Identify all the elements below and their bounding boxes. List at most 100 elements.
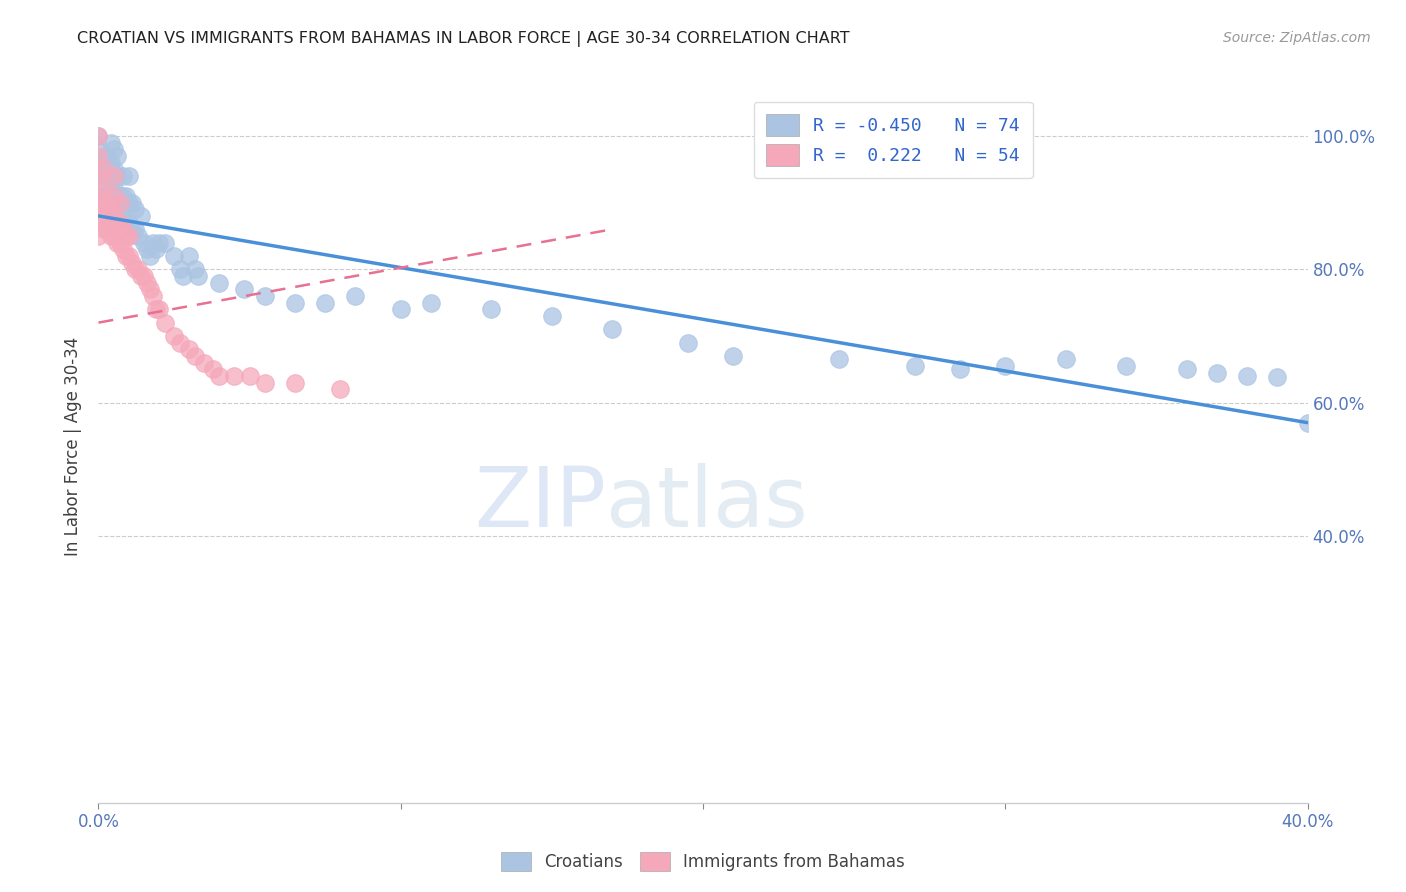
Point xyxy=(103,202,125,217)
Point xyxy=(100,136,122,150)
Point xyxy=(111,242,134,256)
Point xyxy=(163,249,186,263)
Point xyxy=(100,155,122,169)
Point xyxy=(676,335,699,350)
Point xyxy=(129,209,152,223)
Point xyxy=(114,228,136,243)
Point xyxy=(132,235,155,250)
Point xyxy=(105,216,128,230)
Point xyxy=(111,209,134,223)
Point xyxy=(172,268,194,283)
Text: ZIP: ZIP xyxy=(474,463,606,543)
Point xyxy=(103,228,125,243)
Point xyxy=(1267,370,1289,384)
Point xyxy=(118,249,141,263)
Point xyxy=(208,368,231,383)
Point xyxy=(118,216,141,230)
Point xyxy=(100,176,122,190)
Point xyxy=(148,302,170,317)
Point xyxy=(145,302,167,317)
Point xyxy=(187,268,209,283)
Point xyxy=(232,282,254,296)
Point xyxy=(103,142,125,156)
Point xyxy=(193,356,215,370)
Point xyxy=(828,352,851,367)
Point xyxy=(96,169,118,183)
Point xyxy=(142,235,165,250)
Point xyxy=(108,195,131,210)
Text: atlas: atlas xyxy=(606,463,808,543)
Point xyxy=(723,349,745,363)
Point xyxy=(114,216,136,230)
Point xyxy=(111,189,134,203)
Text: Source: ZipAtlas.com: Source: ZipAtlas.com xyxy=(1223,31,1371,45)
Point xyxy=(129,268,152,283)
Point xyxy=(153,316,176,330)
Point xyxy=(949,362,972,376)
Point xyxy=(124,222,146,236)
Point xyxy=(96,149,118,163)
Point xyxy=(904,359,927,373)
Point xyxy=(121,222,143,236)
Point xyxy=(139,282,162,296)
Point xyxy=(105,149,128,163)
Point xyxy=(124,262,146,277)
Point xyxy=(93,162,115,177)
Legend: Croatians, Immigrants from Bahamas: Croatians, Immigrants from Bahamas xyxy=(492,843,914,880)
Point xyxy=(284,376,307,390)
Point xyxy=(224,368,246,383)
Point xyxy=(103,162,125,177)
Point xyxy=(118,228,141,243)
Point xyxy=(87,189,110,203)
Point xyxy=(103,209,125,223)
Point xyxy=(132,268,155,283)
Point xyxy=(100,195,122,210)
Point xyxy=(389,302,412,317)
Point xyxy=(87,165,110,179)
Point xyxy=(169,335,191,350)
Point xyxy=(105,169,128,183)
Point xyxy=(1175,362,1198,376)
Point xyxy=(93,202,115,217)
Point xyxy=(103,182,125,196)
Point xyxy=(179,343,201,357)
Point xyxy=(87,139,110,153)
Text: CROATIAN VS IMMIGRANTS FROM BAHAMAS IN LABOR FORCE | AGE 30-34 CORRELATION CHART: CROATIAN VS IMMIGRANTS FROM BAHAMAS IN L… xyxy=(77,31,851,47)
Y-axis label: In Labor Force | Age 30-34: In Labor Force | Age 30-34 xyxy=(65,336,83,556)
Point xyxy=(114,189,136,203)
Point xyxy=(87,128,110,143)
Point xyxy=(114,249,136,263)
Point xyxy=(118,195,141,210)
Point xyxy=(124,202,146,217)
Point xyxy=(87,149,110,163)
Point xyxy=(184,262,207,277)
Point xyxy=(602,322,624,336)
Point xyxy=(118,169,141,183)
Point xyxy=(90,216,112,230)
Point xyxy=(329,382,352,396)
Point xyxy=(127,262,149,277)
Point xyxy=(108,209,131,223)
Point xyxy=(540,309,562,323)
Point xyxy=(1115,359,1137,373)
Point xyxy=(87,169,110,183)
Point xyxy=(179,249,201,263)
Point xyxy=(284,295,307,310)
Point xyxy=(96,189,118,203)
Point xyxy=(100,202,122,217)
Point xyxy=(184,349,207,363)
Point xyxy=(1054,352,1077,367)
Point xyxy=(105,189,128,203)
Legend: R = -0.450   N = 74, R =  0.222   N = 54: R = -0.450 N = 74, R = 0.222 N = 54 xyxy=(754,102,1032,178)
Point xyxy=(108,189,131,203)
Point xyxy=(139,249,162,263)
Point xyxy=(135,276,157,290)
Point xyxy=(105,235,128,250)
Point xyxy=(239,368,262,383)
Point xyxy=(87,209,110,223)
Point xyxy=(1206,366,1229,380)
Point xyxy=(142,289,165,303)
Point xyxy=(103,189,125,203)
Point xyxy=(100,228,122,243)
Point xyxy=(93,176,115,190)
